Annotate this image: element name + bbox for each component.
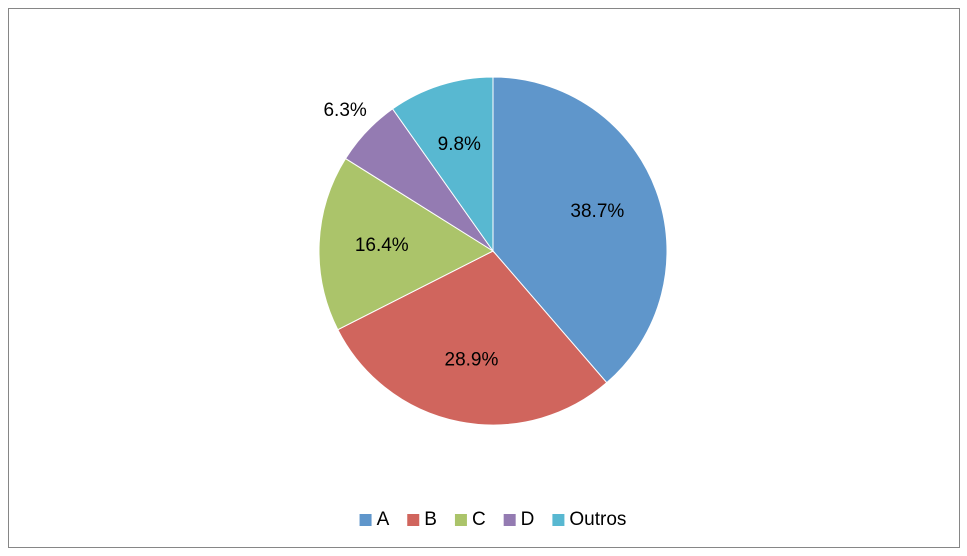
legend-swatch [454,514,467,526]
pie-slice [337,250,608,426]
legend-swatch [359,514,372,526]
pie-slice [492,76,668,384]
data-label: 28.9% [445,349,499,370]
legend-label: C [472,509,486,530]
legend-swatch [407,514,420,526]
pie-slice [391,76,494,253]
legend-label: D [521,509,535,530]
pie-slice [318,157,495,331]
data-label: 16.4% [355,235,409,256]
legend-swatch [552,514,565,526]
data-label: 6.3% [323,100,366,121]
data-label: 9.8% [438,134,481,155]
legend-label: Outros [569,509,626,530]
data-label: 38.7% [570,201,624,222]
legend-label: A [377,509,390,530]
legend-label: B [424,509,437,530]
legend-swatch [503,514,516,526]
